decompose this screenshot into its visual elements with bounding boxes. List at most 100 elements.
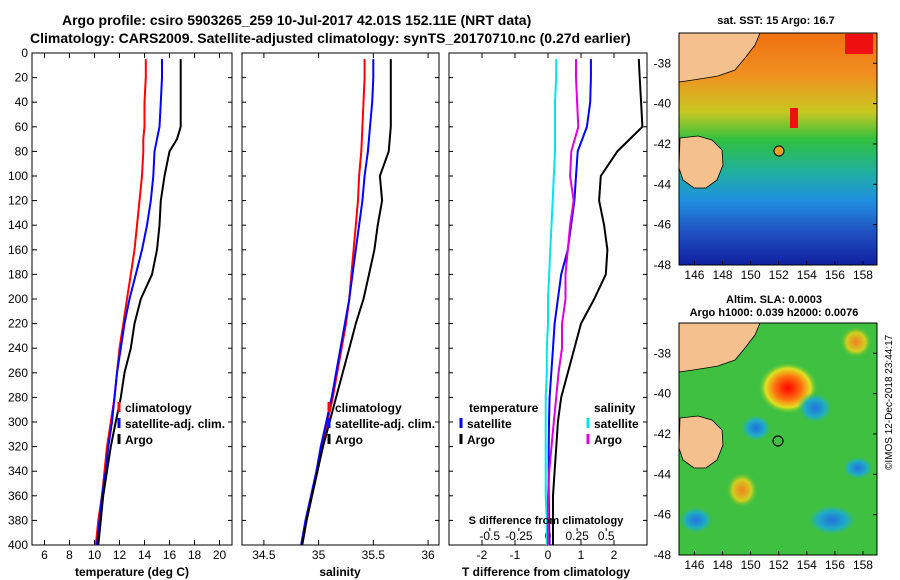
legend-argo: Argo [125,433,153,447]
x-tick-label: -1 [510,548,521,562]
sst-warm-patch [845,34,873,54]
depth-tick-label: 140 [8,218,28,232]
x-tick-label: 10 [88,548,102,562]
difference-chart: -2 -1 0 1 2-0.5 -0.25 0 0.25 0.5 [477,53,644,562]
legend-t-satellite: satellite [467,417,512,431]
depth-tick-label: 360 [8,489,28,503]
x-tick-label: 6 [41,548,48,562]
depth-tick-label: 0 [21,46,28,60]
lat-tick-label: -42 [654,137,672,151]
temperature-chart: 6 8 10 12 14 16 18 20 [41,53,226,562]
series-line-argo [97,59,182,546]
sst-lon-axis: 146 148 150 152 154 156 158 [684,261,873,282]
legend-s-argo: Argo [594,433,622,447]
x-tick-label: 8 [66,548,73,562]
series-line-argo [301,59,392,546]
lat-tick-label: -40 [654,387,672,401]
mainland-land [678,322,761,373]
lon-tick-label: 152 [769,558,789,572]
s-tick-label: 0.5 [598,529,615,543]
salinity-chart: 34.5 35 35.5 36 [252,53,435,562]
tasmania-land [678,415,724,469]
lat-tick-label: -38 [654,346,672,360]
series-line-climatology [94,59,147,546]
argo-float-marker [773,145,785,157]
sla-map-title: Altim. SLA: 0.0003 [726,294,822,306]
lon-tick-label: 158 [853,268,873,282]
sla-low-anomaly [842,456,874,480]
legend-temperature-title: temperature [469,401,539,415]
depth-tick-label: 380 [8,513,28,527]
sst-map-frame [678,32,878,266]
x-tick-label: 14 [138,548,152,562]
difference-x-label: T difference from climatology [462,565,630,579]
title-line-1: Argo profile: csiro 5903265_259 10-Jul-2… [62,12,531,28]
timestamp: ©IMOS 12-Dec-2018 23:44:17 [884,334,895,470]
sst-lat-axis: -38 -40 -42 -44 -46 -48 [654,56,877,272]
salinity-legend: climatology satellite-adj. clim. Argo [327,401,435,447]
difference-salinity-legend: salinity satellite Argo [586,401,639,447]
depth-tick-label: 80 [15,144,29,158]
lat-tick-label: -38 [654,56,672,70]
x-tick-label: -2 [477,548,488,562]
depth-tick-label: 40 [15,95,29,109]
sla-low-anomaly [806,504,858,536]
lon-tick-label: 148 [713,558,733,572]
title-line-2: Climatology: CARS2009. Satellite-adjuste… [30,30,631,46]
depth-tick-label: 400 [8,538,28,552]
legend-t-argo: Argo [467,433,495,447]
s-tick-label: -0.5 [479,529,500,543]
x-tick-label: 35.5 [362,548,386,562]
sla-lat-axis: -38 -40 -42 -44 -46 -48 [654,346,877,562]
legend-climatology: climatology [335,401,402,415]
sla-high-anomaly [840,326,872,358]
depth-tick-label: 120 [8,194,28,208]
x-tick-label: 18 [188,548,202,562]
series-line-temperature-argo [552,59,644,545]
depth-tick-label: 60 [15,120,29,134]
sla-lon-axis: 146 148 150 152 154 156 158 [684,551,873,572]
temperature-legend: climatology satellite-adj. clim. Argo [117,401,225,447]
series-line-salinity-satellite [544,59,558,545]
x-tick-label: 34.5 [252,548,276,562]
temperature-x-label: temperature (deg C) [75,565,189,579]
s-tick-label: -0.25 [505,529,533,543]
x-tick-label: 36 [421,548,435,562]
depth-tick-label: 320 [8,440,28,454]
x-tick-label: 20 [213,548,227,562]
series-line-temperature-satellite [547,59,592,546]
depth-tick-label: 200 [8,292,28,306]
depth-tick-label: 20 [15,71,29,85]
depth-axis: 0 20 40 60 80 100 120 140 160 180 200 220 240 260 280 3… [8,46,647,552]
x-tick-label: 1 [578,548,585,562]
sla-map-frame [678,322,878,556]
depth-tick-label: 220 [8,317,28,331]
lon-tick-label: 148 [713,268,733,282]
lat-tick-label: -44 [654,467,672,481]
mainland-land [678,32,761,83]
salinity-panel-frame [241,52,440,546]
lon-tick-label: 146 [684,268,704,282]
tasmania-land [678,135,724,189]
depth-tick-label: 340 [8,464,28,478]
difference-temperature-legend: temperature satellite Argo [459,401,539,447]
sst-map [678,32,878,266]
legend-climatology: climatology [125,401,192,415]
series-line-salinity-argo [547,59,580,545]
sla-low-anomaly [678,506,714,534]
sst-warm-patch [790,108,798,128]
lat-tick-label: -46 [654,218,672,232]
sla-low-anomaly [740,414,772,442]
depth-tick-label: 260 [8,366,28,380]
lon-tick-label: 156 [825,268,845,282]
lat-tick-label: -46 [654,508,672,522]
salinity-diff-axis-label: S difference from climatology [469,515,625,527]
x-tick-label: 16 [163,548,177,562]
lon-tick-label: 158 [853,558,873,572]
temperature-panel-frame [31,52,233,546]
legend-salinity-title: salinity [594,401,636,415]
depth-tick-label: 100 [8,169,28,183]
lon-tick-label: 150 [741,558,761,572]
depth-tick-label: 160 [8,243,28,257]
